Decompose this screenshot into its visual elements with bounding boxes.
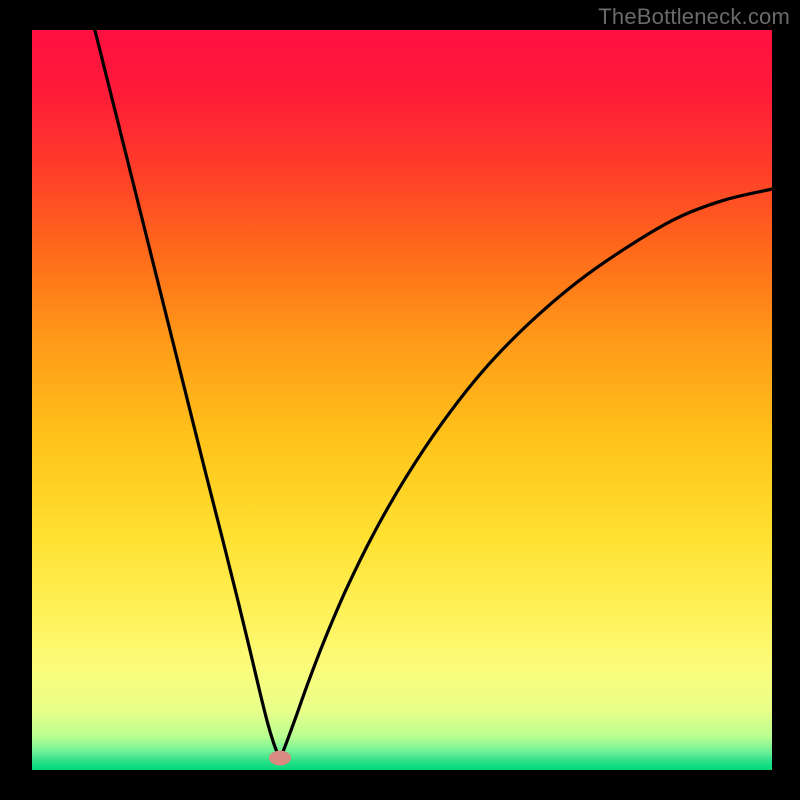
bottleneck-curve [32,30,772,770]
chart-container: TheBottleneck.com [0,0,800,800]
plot-area [32,30,772,770]
data-marker [269,751,291,766]
watermark-text: TheBottleneck.com [598,4,790,30]
